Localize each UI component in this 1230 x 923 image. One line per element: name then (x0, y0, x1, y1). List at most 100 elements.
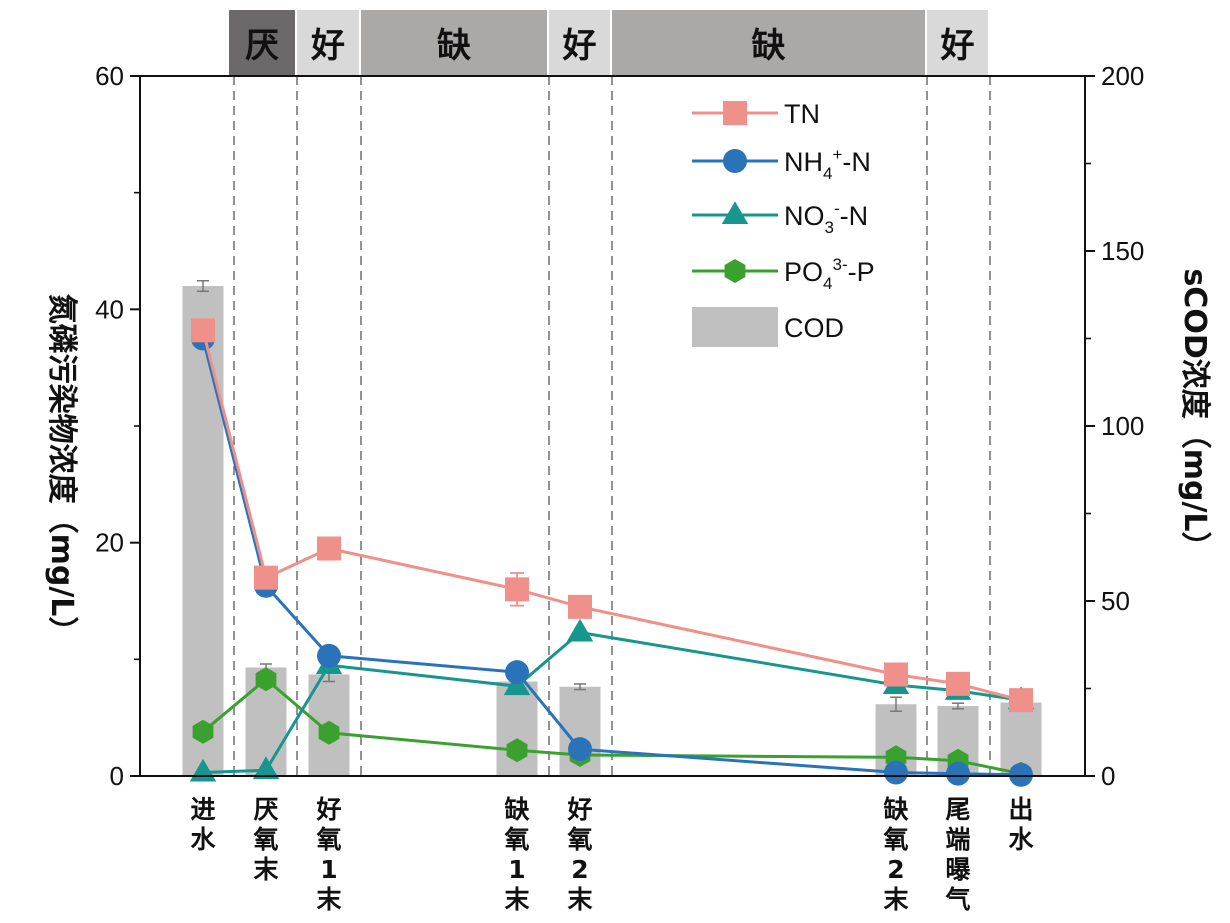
legend-marker (723, 101, 747, 125)
legend-item: NH4+-N (692, 145, 871, 183)
category-label: 缺氧 2 末 (882, 795, 909, 914)
data-point (568, 594, 592, 619)
category-char: 水 (1008, 825, 1034, 854)
right-tick-label: 100 (1101, 411, 1144, 441)
category-char: 氧 (315, 825, 341, 854)
legend-label-base: TN (784, 99, 820, 129)
category-char: 氧 (882, 825, 908, 854)
right-tick-label: 0 (1101, 761, 1115, 791)
stage-dividers (233, 76, 991, 776)
stage-label: 缺 (437, 26, 471, 66)
data-point (946, 761, 970, 786)
legend-label-base: NH (784, 147, 823, 177)
stage-label: 好 (940, 26, 975, 66)
legend-label-sup: - (834, 199, 840, 218)
category-label: 好氧 1 末 (315, 795, 341, 914)
legend-marker (721, 201, 749, 224)
legend-label-tail: -N (842, 147, 871, 177)
category-char: 好 (566, 795, 592, 824)
category-char: 氧 (566, 825, 592, 854)
category-char: 气 (944, 885, 970, 914)
category-char: 端 (945, 825, 970, 854)
stage-bands: 厌好缺好缺好 (229, 10, 988, 76)
category-char: 1 (508, 855, 525, 884)
category-char: 2 (571, 855, 588, 884)
category-char: 氧 (503, 825, 529, 854)
data-point (506, 738, 528, 763)
category-char: 厌 (253, 795, 278, 824)
cod-bars (182, 280, 1042, 776)
data-point (318, 720, 340, 745)
stage-band (612, 10, 925, 76)
legend-label: NH4+-N (784, 145, 871, 183)
data-point (317, 643, 341, 668)
legend-label: NO3--N (784, 199, 868, 237)
right-tick-label: 50 (1101, 586, 1130, 616)
category-char: 进 (190, 795, 215, 824)
legend-marker (723, 149, 747, 173)
legend-label-base: COD (784, 313, 844, 343)
legend-label-sup: + (832, 145, 842, 164)
legend-label-tail: -P (848, 257, 875, 287)
stage-band (229, 10, 295, 76)
right-tick-label: 200 (1101, 61, 1144, 91)
category-char: 1 (320, 855, 337, 884)
stage-band (361, 10, 547, 76)
category-char: 末 (504, 885, 529, 914)
left-tick-label: 0 (110, 761, 124, 791)
series-lines (189, 318, 1035, 787)
data-point (1009, 762, 1033, 787)
legend-label: COD (784, 313, 844, 343)
series-square (191, 318, 1033, 713)
stage-label: 好 (310, 26, 345, 66)
category-label: 好氧 2 末 (566, 795, 592, 914)
legend-label-sub: 3 (825, 218, 834, 237)
category-char: 缺 (883, 795, 909, 824)
category-char: 好 (315, 795, 341, 824)
category-char: 缺 (504, 795, 530, 824)
category-char: 末 (567, 885, 592, 914)
category-char: 水 (190, 825, 216, 854)
category-label: 进水 (190, 795, 216, 854)
data-point (192, 719, 214, 744)
category-char: 2 (887, 855, 904, 884)
legend-item: TN (692, 99, 820, 129)
left-tick-label: 60 (95, 61, 124, 91)
legend-label-sup: 3- (832, 255, 847, 274)
category-char: 氧 (252, 825, 278, 854)
data-point (568, 737, 592, 762)
data-point (254, 565, 278, 590)
right-axis-title: sCOD浓度（mg/L） (1177, 268, 1212, 561)
data-point (884, 662, 908, 687)
legend-item: PO43--P (692, 255, 875, 293)
legend-item: NO3--N (692, 199, 868, 237)
data-point (566, 618, 594, 642)
stage-band (927, 10, 988, 76)
stage-band (549, 10, 610, 76)
legend-label: PO43--P (784, 255, 875, 293)
left-tick-label: 20 (95, 528, 124, 558)
data-point (884, 760, 908, 785)
legend-swatch (692, 307, 778, 347)
data-point (1009, 688, 1033, 713)
legend-label: TN (784, 99, 820, 129)
legend-label-sub: 4 (823, 274, 832, 293)
legend-marker (724, 259, 746, 283)
data-point (505, 577, 529, 602)
legend-label-tail: -N (840, 201, 869, 231)
category-char: 末 (316, 885, 341, 914)
stage-label: 厌 (245, 26, 279, 66)
category-char: 尾 (945, 795, 970, 824)
left-axis-title: 氮磷污染物浓度（mg/L） (44, 294, 79, 647)
legend-label-base: NO (784, 201, 825, 231)
right-tick-label: 150 (1101, 236, 1144, 266)
left-tick-label: 40 (95, 294, 124, 324)
category-label: 尾端曝气 (944, 795, 970, 914)
category-label: 缺氧 1 末 (503, 795, 530, 914)
stage-band (297, 10, 359, 76)
category-char: 末 (883, 885, 908, 914)
category-char: 出 (1008, 795, 1033, 824)
